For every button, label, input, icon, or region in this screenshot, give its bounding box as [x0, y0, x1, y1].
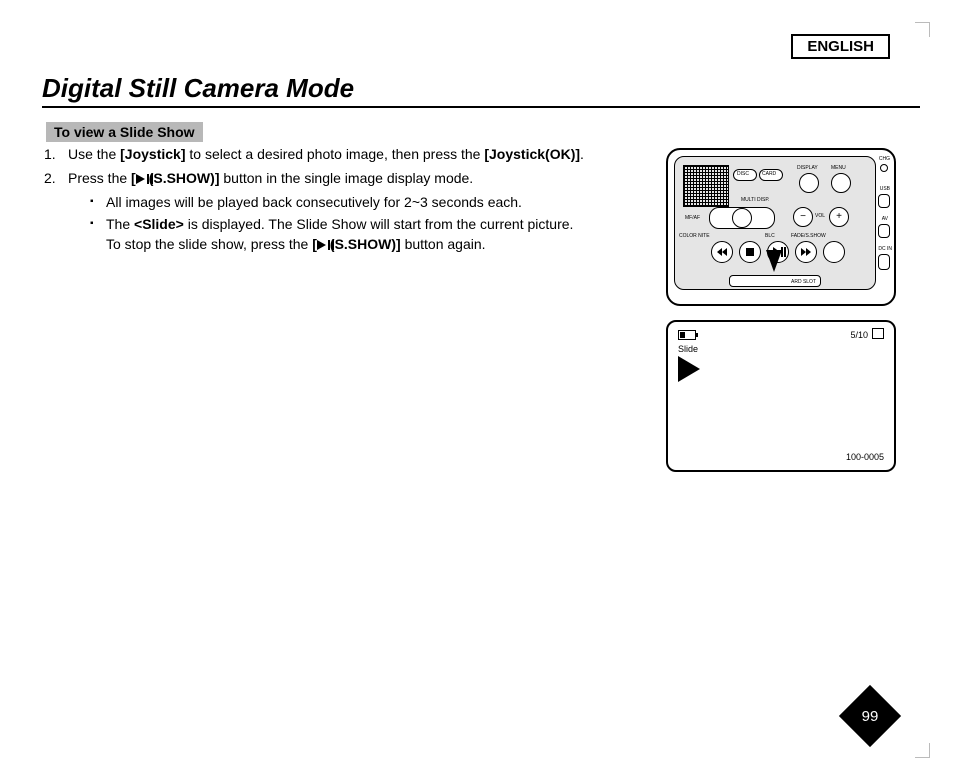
step-number: 2.	[42, 168, 68, 255]
card-label: CARD	[762, 171, 776, 177]
vol-minus: −	[793, 207, 813, 227]
display-label: DISPLAY	[797, 165, 818, 171]
usb-port	[878, 194, 890, 208]
mfaf-label: MF/AF	[685, 215, 700, 221]
callout-arrow	[766, 250, 782, 272]
menu-button	[831, 173, 851, 193]
image-counter: 5/10	[850, 328, 884, 340]
page-title: Digital Still Camera Mode	[42, 73, 354, 104]
screen-preview: 5/10 Slide 100-0005	[666, 320, 896, 472]
multidisp-label: MULTI DISP.	[741, 197, 769, 203]
vol-label: VOL	[815, 213, 825, 219]
ff-button	[795, 241, 817, 263]
play-pause-icon	[136, 169, 149, 189]
disc-label: DISC	[737, 171, 749, 177]
av-label: AV	[882, 216, 888, 222]
dc-port	[878, 254, 890, 270]
card-icon	[872, 328, 884, 339]
card-slot-label: ARD SLOT	[791, 279, 816, 285]
language-tag: ENGLISH	[791, 34, 890, 59]
dc-label: DC IN	[878, 246, 892, 252]
bullet-mark: ▪	[90, 192, 106, 212]
step-number: 1.	[42, 144, 68, 164]
play-cursor-icon	[678, 356, 700, 382]
chg-label: CHG	[879, 156, 890, 162]
battery-icon	[678, 330, 696, 340]
av-port	[878, 224, 890, 238]
speaker-grill	[683, 165, 729, 207]
fade-label: FADE/S.SHOW	[791, 233, 826, 239]
device-illustration: DISC CARD DISPLAY MENU MULTI DISP. MF/AF…	[666, 148, 896, 306]
rew-button	[711, 241, 733, 263]
display-button	[799, 173, 819, 193]
usb-label: USB	[880, 186, 890, 192]
joystick-ok	[732, 208, 752, 228]
crop-mark	[915, 22, 930, 37]
page-number-badge: 99	[839, 685, 901, 747]
slide-indicator: Slide	[678, 344, 698, 354]
vol-plus: +	[829, 207, 849, 227]
record-button	[823, 241, 845, 263]
menu-label: MENU	[831, 165, 846, 171]
file-number: 100-0005	[846, 452, 884, 462]
blc-label: BLC	[765, 233, 775, 239]
stop-button	[739, 241, 761, 263]
play-pause-icon	[317, 235, 330, 255]
chg-led	[880, 164, 888, 172]
bullet-mark: ▪	[90, 214, 106, 256]
title-underline	[42, 106, 920, 108]
section-heading: To view a Slide Show	[46, 122, 203, 142]
crop-mark	[915, 743, 930, 758]
colornite-label: COLOR NITE	[679, 233, 710, 239]
